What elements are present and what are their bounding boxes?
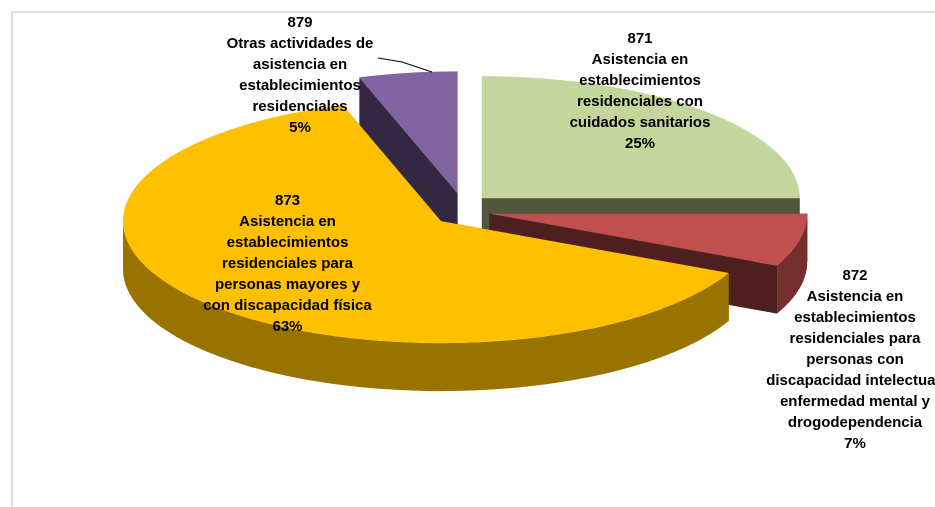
slice-side	[359, 77, 458, 242]
slice	[122, 105, 729, 344]
code: 872	[842, 267, 868, 284]
value-label: 7%	[844, 435, 866, 452]
category: Asistencia en establecimientos residenci…	[569, 51, 711, 131]
code: 871	[627, 30, 653, 47]
slice	[359, 71, 458, 194]
category: Otras actividades de asistencia en estab…	[226, 35, 374, 115]
slice-label: 879 Otras actividades de asistencia en e…	[205, 12, 395, 138]
code: 879	[287, 14, 313, 31]
value-label: 5%	[289, 119, 311, 136]
slice-label: 871 Asistencia en establecimientos resid…	[555, 28, 725, 154]
slice-wall	[777, 213, 808, 314]
frame	[11, 11, 935, 507]
value-label: 63%	[272, 318, 303, 335]
code: 873	[274, 192, 301, 209]
value-label: 25%	[624, 135, 656, 152]
slice-label: 872 Asistencia en establecimientos resid…	[765, 265, 935, 454]
slice-group	[122, 105, 729, 392]
slice-group	[359, 71, 458, 242]
leader-line	[377, 57, 433, 73]
slice	[489, 213, 808, 266]
slice-label: 873 Asistencia en establecimientos resid…	[200, 190, 375, 337]
slice-wall	[122, 221, 729, 392]
category: Asistencia en establecimientos residenci…	[203, 213, 372, 314]
slice	[481, 76, 800, 199]
category: Asistencia en establecimientos residenci…	[766, 288, 935, 431]
